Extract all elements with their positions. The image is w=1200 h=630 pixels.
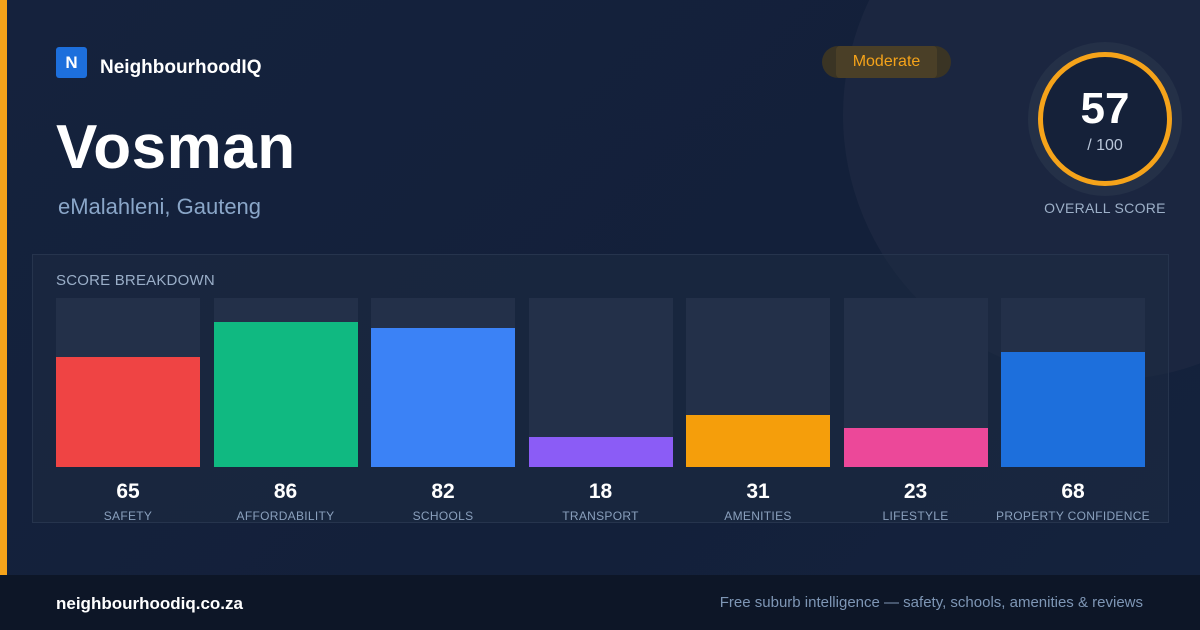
score-bar-label: SCHOOLS <box>412 509 474 523</box>
score-bar-label: TRANSPORT <box>562 509 639 523</box>
brand-name: NeighbourhoodIQ <box>100 57 262 78</box>
rating-badge: Moderate <box>822 46 951 78</box>
score-bar-value: 68 <box>1061 480 1085 503</box>
score-breakdown-title: SCORE BREAKDOWN <box>56 272 215 289</box>
score-bar <box>528 437 673 467</box>
overall-score-ring: 57 / 100 <box>1028 42 1182 196</box>
score-column-transport: 18 TRANSPORT <box>528 298 673 523</box>
score-bar-value: 82 <box>431 480 455 503</box>
score-bar-track <box>528 298 673 467</box>
score-bar <box>686 415 830 467</box>
score-breakdown-panel: SCORE BREAKDOWN 65 SAFETY 86 AFFORDABILITY 8… <box>32 254 1169 523</box>
overall-score-caption: OVERALL SCORE <box>1044 200 1166 216</box>
footer-tagline: Free suburb intelligence — safety, schoo… <box>719 594 1143 611</box>
score-column-property-confidence: 68 PROPERTY CONFIDENCE <box>996 298 1150 523</box>
rating-badge-label: Moderate <box>852 53 921 70</box>
score-bar-value: 65 <box>116 480 140 503</box>
brand: N NeighbourhoodIQ <box>56 46 261 79</box>
footer-url: neighbourhoodiq.co.za <box>56 594 243 613</box>
score-bar <box>843 428 988 467</box>
score-bar <box>56 357 200 467</box>
score-column-lifestyle: 23 LIFESTYLE <box>843 298 988 523</box>
score-column-safety: 65 SAFETY <box>56 298 200 523</box>
score-bar-value: 31 <box>746 480 770 503</box>
footer: neighbourhoodiq.co.za Free suburb intell… <box>0 575 1200 630</box>
score-column-schools: 82 SCHOOLS <box>371 298 515 523</box>
score-bar <box>213 322 358 467</box>
score-bar-label: AMENITIES <box>724 509 792 523</box>
overall-score-circle: 57 / 100 <box>1038 52 1172 186</box>
suburb-location: eMalahleni, Gauteng <box>58 194 262 219</box>
score-bar-label: LIFESTYLE <box>882 509 949 523</box>
score-bar <box>371 328 515 467</box>
score-bar-track <box>213 298 358 467</box>
score-bar-track <box>371 298 515 467</box>
score-bar-value: 23 <box>903 480 928 503</box>
accent-bar <box>0 0 7 575</box>
score-column-amenities: 31 AMENITIES <box>686 298 830 523</box>
score-bar <box>1001 352 1145 467</box>
score-bar-value: 86 <box>273 480 298 503</box>
overall-score-value: 57 <box>1080 84 1130 133</box>
page-title: Vosman <box>56 113 296 182</box>
score-column-affordability: 86 AFFORDABILITY <box>213 298 358 523</box>
score-bar-label: SAFETY <box>103 509 153 523</box>
score-bar-label: AFFORDABILITY <box>236 509 335 523</box>
share-card: N NeighbourhoodIQ Vosman eMalahleni, Gau… <box>0 0 1200 575</box>
score-bar-track <box>686 298 830 467</box>
score-bar-track <box>843 298 988 467</box>
brand-logo-icon: N <box>56 47 87 78</box>
score-bar-label: PROPERTY CONFIDENCE <box>996 509 1150 523</box>
overall-score-max: / 100 <box>1087 137 1123 154</box>
score-bar-track <box>56 298 200 467</box>
score-bar-value: 18 <box>588 480 613 503</box>
score-bar-track <box>1001 298 1145 467</box>
